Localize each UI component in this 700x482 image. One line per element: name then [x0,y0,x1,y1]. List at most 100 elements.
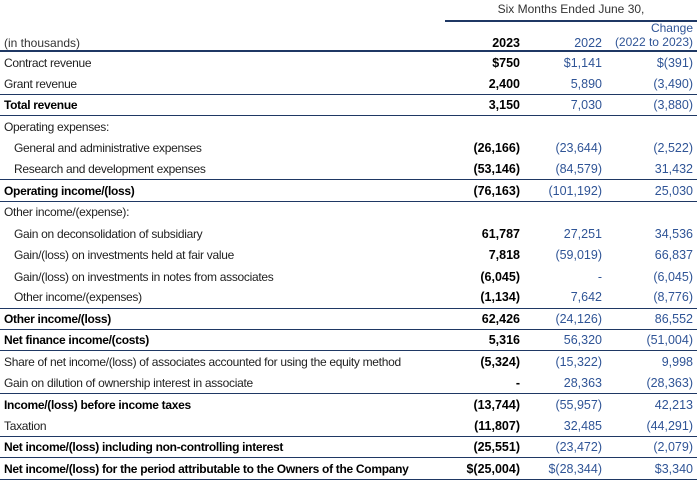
period-group-header: Six Months Ended June 30, [445,2,697,22]
value-change: 25,030 [654,183,693,198]
value-y2023: (26,166) [473,141,520,156]
value-change: (2,079) [653,440,693,455]
value-y2023: (25,551) [473,440,520,455]
row-label: General and administrative expenses [14,141,202,156]
column-header-change: Change (2022 to 2023) [602,21,697,50]
row-label: Operating expenses: [4,119,110,134]
row-label: Share of net income/(loss) of associates… [4,355,401,370]
value-y2022: 32,485 [563,418,602,433]
value-y2022: 5,890 [570,76,602,91]
column-header-2023: 2023 [492,35,520,50]
value-y2023: 61,787 [481,226,520,241]
row-label: Taxation [4,418,47,433]
value-change: 31,432 [654,162,693,177]
table-row: Total revenue 3,150 7,030 (3,880) [0,95,697,117]
value-y2022: $(28,344) [548,461,602,476]
row-label: Gain on dilution of ownership interest i… [4,376,253,391]
value-y2022: 7,642 [570,290,602,305]
table-row: Net income/(loss) for the period attribu… [0,458,697,480]
value-change: 42,213 [654,397,693,412]
value-y2022: 27,251 [563,226,602,241]
table-row: General and administrative expenses (26,1… [0,138,697,159]
units-label: (in thousands) [4,35,81,50]
row-label: Gain/(loss) on investments in notes from… [14,269,274,284]
value-y2023: 62,426 [481,311,520,326]
value-change: (28,363) [646,376,693,391]
row-label: Other income/(expense): [4,205,130,220]
column-header-change-line1: Change [650,21,693,35]
table-row: Contract revenue $750 $1,141 $(391) [0,52,697,73]
table-row: Other income/(expenses) (1,134) 7,642 (8,77… [0,287,697,309]
value-y2023: 2,400 [488,76,520,91]
value-change: 34,536 [654,226,693,241]
row-label: Contract revenue [4,55,92,70]
row-label: Income/(loss) before income taxes [4,397,191,412]
table-row: Share of net income/(loss) of associates… [0,351,697,372]
value-change: (6,045) [653,269,693,284]
value-change: $(391) [656,55,693,70]
row-label: Grant revenue [4,76,77,91]
value-change: $3,340 [654,461,693,476]
value-y2023: - [515,376,520,391]
value-change: (3,880) [653,97,693,112]
value-y2023: 3,150 [488,97,520,112]
row-label: Net finance income/(costs) [4,333,149,348]
row-label: Net income/(loss) including non-controll… [4,440,284,455]
value-y2022: (15,322) [555,355,602,370]
value-change: (44,291) [646,418,693,433]
value-y2023: (53,146) [473,162,520,177]
value-y2022: 28,363 [563,376,602,391]
table-row: Operating expenses: [0,116,697,137]
row-label: Total revenue [4,97,78,112]
row-label: Gain/(loss) on investments held at fair … [14,248,234,263]
value-y2022: (55,957) [555,397,602,412]
row-label: Operating income/(loss) [4,183,135,198]
row-label: Research and development expenses [14,162,206,177]
value-y2022: (23,472) [555,440,602,455]
table-row: Gain on dilution of ownership interest i… [0,373,697,395]
value-y2023: (11,807) [474,418,520,433]
table-row: Gain/(loss) on investments held at fair … [0,245,697,266]
value-y2023: (5,324) [480,355,520,370]
table-row: Other income/(loss) 62,426 (24,126) 86,552 [0,309,697,331]
value-y2023: 5,316 [488,333,520,348]
row-label: Other income/(loss) [4,311,111,326]
value-y2022: (23,644) [555,141,602,156]
table-row: Income/(loss) before income taxes (13,744… [0,394,697,415]
value-y2023: (1,134) [480,290,520,305]
row-label: Net income/(loss) for the period attribu… [4,461,409,476]
table-row: Taxation (11,807) 32,485 (44,291) [0,416,697,438]
column-header-change-line2: (2022 to 2023) [614,34,693,49]
row-label: Other income/(expenses) [14,290,142,305]
value-change: (8,776) [653,290,693,305]
value-change: 86,552 [654,311,693,326]
table-row: Operating income/(loss) (76,163) (101,192)… [0,180,697,202]
table-row: Net finance income/(costs) 5,316 56,320 (51… [0,330,697,352]
row-label: Gain on deconsolidation of subsidiary [14,226,203,241]
value-change: 9,998 [661,355,693,370]
value-y2023: $750 [492,55,520,70]
value-y2022: (24,126) [555,311,602,326]
value-y2023: (13,744) [473,397,520,412]
value-change: 66,837 [654,248,693,263]
value-y2023: $(25,004) [466,461,520,476]
table-row: Gain/(loss) on investments in notes from… [0,266,697,287]
table-row: Net income/(loss) including non-controll… [0,437,697,459]
value-y2023: 7,818 [488,248,520,263]
value-y2022: 7,030 [570,97,602,112]
value-y2022: $1,141 [563,55,602,70]
value-change: (51,004) [646,333,693,348]
value-y2022: - [597,269,602,284]
column-header-row: (in thousands) 2023 2022 Change (2022 to… [0,21,697,52]
value-y2023: (6,045) [480,269,520,284]
value-change: (2,522) [653,141,693,156]
table-row: Other income/(expense): [0,202,697,223]
value-y2022: (84,579) [555,162,602,177]
value-y2023: (76,163) [473,183,520,198]
value-y2022: (101,192) [548,183,602,198]
value-y2022: 56,320 [563,333,602,348]
column-header-2022: 2022 [574,35,602,50]
value-y2022: (59,019) [555,248,602,263]
value-change: (3,490) [653,76,693,91]
